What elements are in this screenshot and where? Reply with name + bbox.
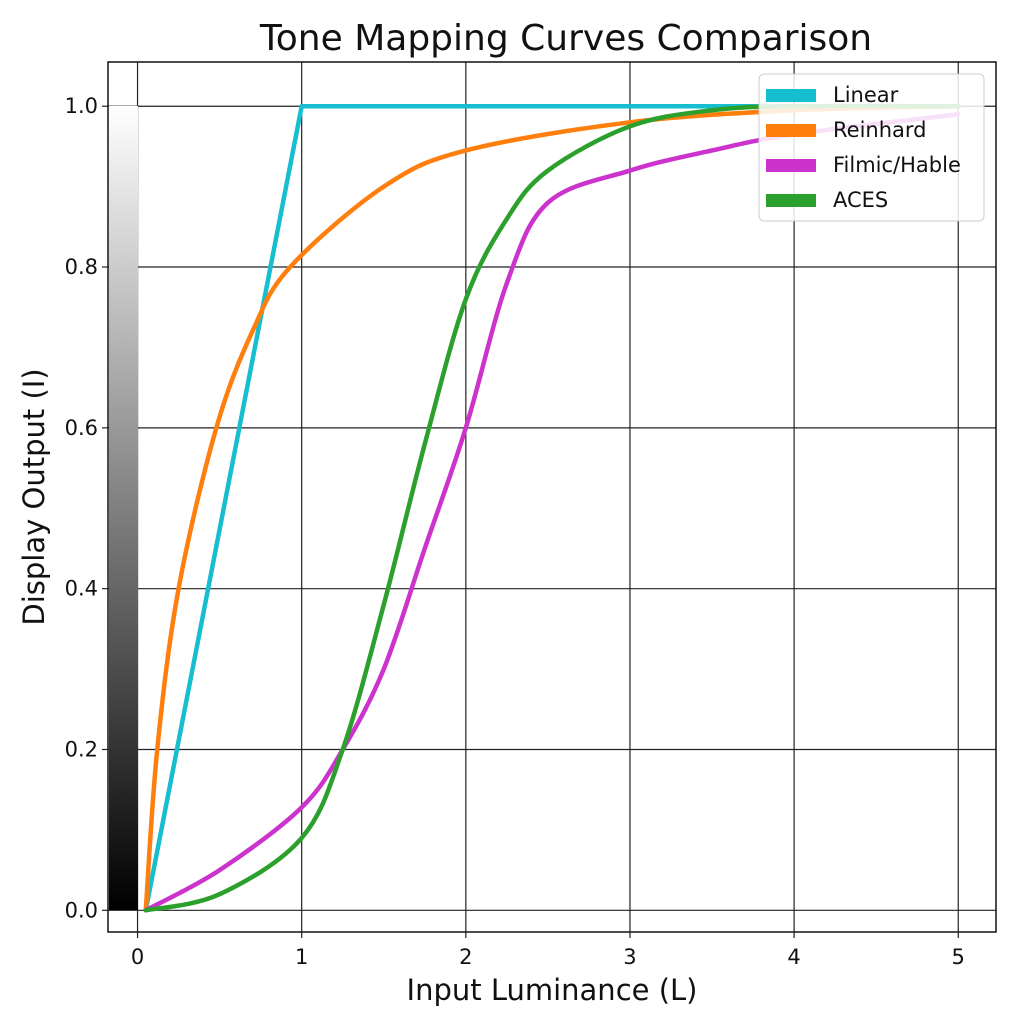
y-tick-label: 1.0 [65, 94, 98, 118]
legend-label: ACES [833, 188, 888, 212]
legend-box [758, 73, 985, 222]
x-tick-label: 4 [787, 945, 800, 969]
x-tick-label: 2 [459, 945, 472, 969]
series-line-linear [143, 103, 961, 913]
series-line-aces [143, 103, 961, 913]
legend-label: Linear [833, 83, 899, 107]
y-tick-label: 0.8 [65, 255, 98, 279]
legend-swatch [766, 159, 816, 172]
y-tick-label: 0.4 [65, 577, 98, 601]
legend-label: Reinhard [833, 118, 927, 142]
y-axis-label: Display Output (I) [17, 368, 51, 625]
axis-ticks: 0 1 2 3 4 5 0.0 0.2 0.4 0.6 0.8 1.0 [65, 94, 965, 969]
legend-swatch [766, 194, 816, 207]
x-tick-label: 0 [131, 945, 144, 969]
y-tick-label: 0.2 [65, 737, 98, 761]
legend-swatch [766, 124, 816, 137]
series-lines [143, 103, 961, 913]
x-tick-label: 1 [295, 945, 308, 969]
chart-title: Tone Mapping Curves Comparison [259, 18, 872, 59]
x-axis-label: Input Luminance (L) [407, 973, 698, 1007]
series-line-reinhard [143, 103, 961, 913]
legend-swatch [766, 89, 816, 102]
legend-label: Filmic/Hable [833, 153, 961, 177]
legend: Linear Reinhard Filmic/Hable ACES [758, 73, 985, 222]
y-tick-label: 0.0 [65, 898, 98, 922]
x-tick-label: 3 [623, 945, 636, 969]
plot-frame [107, 61, 997, 933]
grayscale-colorbar [109, 106, 138, 910]
series-line-filmic-hable [143, 112, 961, 913]
y-tick-label: 0.6 [65, 416, 98, 440]
x-tick-label: 5 [952, 945, 965, 969]
